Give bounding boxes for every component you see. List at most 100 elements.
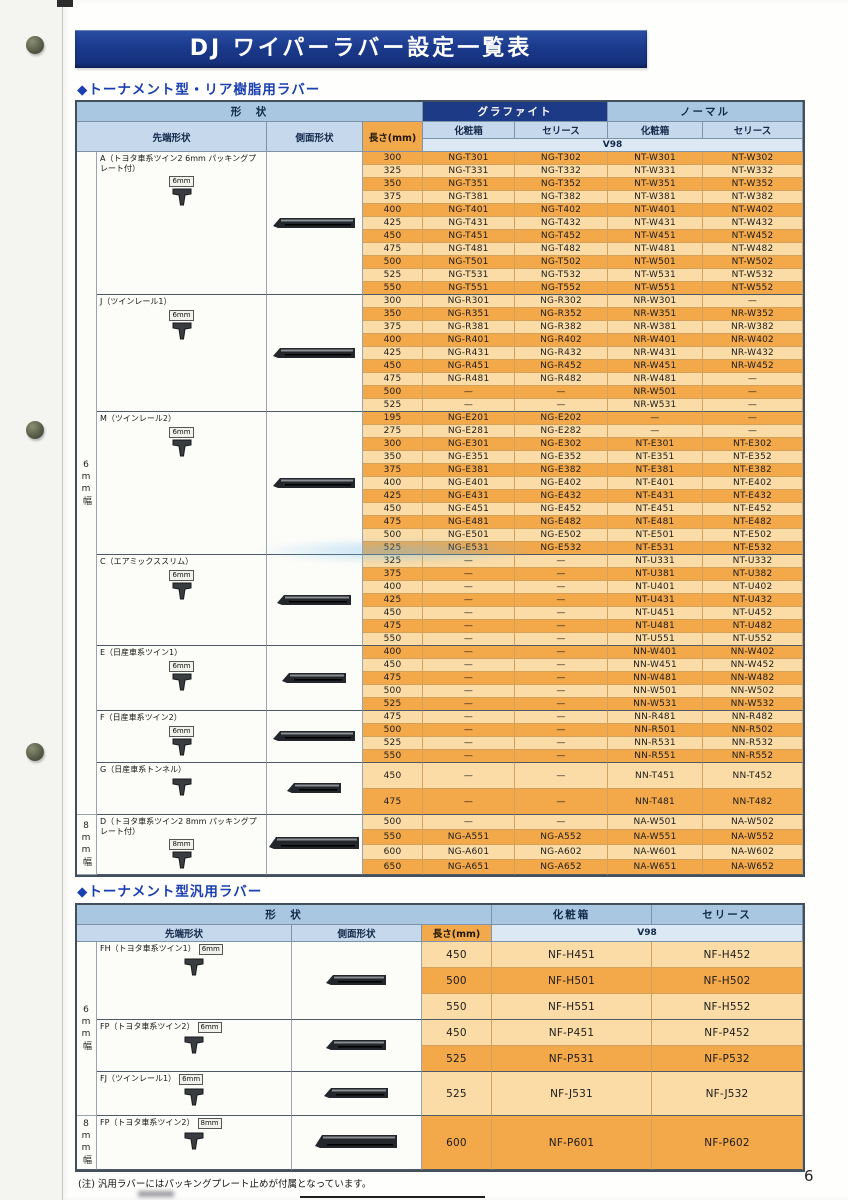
header-row: 形 状 化粧箱 セリース bbox=[77, 905, 803, 925]
part-number: NG-T332 bbox=[515, 165, 608, 178]
part-number: — bbox=[515, 581, 608, 594]
part-number: — bbox=[423, 581, 515, 594]
tip-section-icon bbox=[184, 1036, 204, 1054]
part-number: NG-E302 bbox=[515, 438, 608, 451]
part-number: NG-T482 bbox=[515, 243, 608, 256]
group-label: M（ツインレール2） bbox=[100, 414, 176, 423]
tip-shape-cell: G（日産車系トンネル） bbox=[97, 763, 267, 815]
spec-row: 525 NG-T531 NG-T532 NT-W531 NT-W532 bbox=[77, 269, 803, 282]
part-number: NN-R552 bbox=[703, 750, 803, 763]
part-number: NG-E451 bbox=[423, 503, 515, 516]
spec-row: 550 NF-H551 NF-H552 bbox=[77, 994, 803, 1020]
part-number: NN-W531 bbox=[608, 698, 703, 711]
blade-profile-icon bbox=[268, 837, 359, 849]
part-number: NG-E281 bbox=[423, 425, 515, 438]
spec-row: G（日産車系トンネル） 450— — NN-T451 NN-T452 bbox=[77, 763, 803, 815]
length-value: 300 bbox=[363, 295, 423, 308]
part-number: NN-W401 bbox=[608, 646, 703, 659]
tip-size-label: 6mm bbox=[169, 569, 194, 581]
part-number: — bbox=[703, 425, 803, 438]
part-number: NG-T331 bbox=[423, 165, 515, 178]
side-shape-cell bbox=[292, 1072, 422, 1116]
part-number: NG-R401 bbox=[423, 334, 515, 347]
part-number: NT-W402 bbox=[703, 204, 803, 217]
shape-header: 形 状 bbox=[77, 102, 423, 122]
tip-shape-cell: D（トヨタ車系ツイン2 8mm パッキングプレート付） 8mm bbox=[97, 815, 267, 875]
part-number: NT-E432 bbox=[703, 490, 803, 503]
tip-icon: 6mm bbox=[100, 725, 263, 756]
part-number: NN-W402 bbox=[703, 646, 803, 659]
part-number: NG-R482 bbox=[515, 373, 608, 386]
tip-size-label: 8mm bbox=[169, 839, 194, 850]
part-number: NG-T551 bbox=[423, 282, 515, 295]
spec-row: FJ（ツインレール1） 6mm 525 NF-J531 NF-J532 bbox=[77, 1072, 803, 1116]
normal-header: ノーマル bbox=[608, 102, 803, 122]
part-number: NT-U481 bbox=[608, 620, 703, 633]
length-value: 500 bbox=[363, 386, 423, 399]
length-value: 425 bbox=[363, 490, 423, 503]
binder-hole bbox=[26, 36, 44, 54]
side-shape-cell bbox=[267, 555, 363, 646]
spec-row: 350 NG-T351 NG-T352 NT-W351 NT-W352 bbox=[77, 178, 803, 191]
part-number: NG-R351 bbox=[423, 308, 515, 321]
side-shape-cell bbox=[292, 1116, 422, 1170]
part-number: NT-W451 bbox=[608, 230, 703, 243]
length-value: 475 bbox=[363, 243, 423, 256]
part-number: NT-U401 bbox=[608, 581, 703, 594]
length-value: 350 bbox=[363, 451, 423, 464]
part-number: NG-R432 bbox=[515, 347, 608, 360]
tip-shape-cell: A（トヨタ車系ツイン2 6mm パッキングプレート付） 6mm bbox=[97, 152, 267, 295]
part-number: NG-E532 bbox=[515, 542, 608, 555]
part-number: — bbox=[515, 568, 608, 581]
part-number: NT-E302 bbox=[703, 438, 803, 451]
length-value: 550 bbox=[363, 633, 423, 646]
sales-header: セリース bbox=[703, 122, 803, 139]
part-number: NG-R381 bbox=[423, 321, 515, 334]
part-number: NT-W331 bbox=[608, 165, 703, 178]
length-value: 450 bbox=[363, 230, 423, 243]
binder-hole bbox=[26, 421, 44, 439]
length-value: 450 bbox=[363, 503, 423, 516]
part-number: NG-T432 bbox=[515, 217, 608, 230]
part-number: NT-U482 bbox=[703, 620, 803, 633]
part-number: NG-R431 bbox=[423, 347, 515, 360]
length-value: 195 bbox=[363, 412, 423, 425]
part-number: — bbox=[423, 594, 515, 607]
part-number: NG-R451 bbox=[423, 360, 515, 373]
part-number: — bbox=[423, 568, 515, 581]
spec-row: 450— — NT-U451 NT-U452 bbox=[77, 607, 803, 620]
part-number: NF-P532 bbox=[652, 1046, 803, 1072]
part-number: — bbox=[423, 672, 515, 685]
part-number: NG-E481 bbox=[423, 516, 515, 529]
part-number: NR-W382 bbox=[703, 321, 803, 334]
spec-row: 350 NG-R351 NG-R352 NR-W351 NR-W352 bbox=[77, 308, 803, 321]
width-band-label: 8mm幅 bbox=[77, 1116, 97, 1170]
part-number: NG-E401 bbox=[423, 477, 515, 490]
spec-row: 275 NG-E281 NG-E282— — bbox=[77, 425, 803, 438]
part-number: — bbox=[515, 399, 608, 412]
spec-row: 550— — NT-U551 NT-U552 bbox=[77, 633, 803, 646]
tip-shape-cell: F（日産車系ツイン2） 6mm bbox=[97, 711, 267, 763]
part-number: — bbox=[515, 646, 608, 659]
tip-section-icon bbox=[172, 439, 191, 456]
part-number: NT-U552 bbox=[703, 633, 803, 646]
part-number: NT-E401 bbox=[608, 477, 703, 490]
length-value: 375 bbox=[363, 464, 423, 477]
spec-row: 350 NG-E351 NG-E352 NT-E351 NT-E352 bbox=[77, 451, 803, 464]
part-number: — bbox=[515, 698, 608, 711]
part-number: NR-W531 bbox=[608, 399, 703, 412]
spec-row: 450 NG-R451 NG-R452 NR-W451 NR-W452 bbox=[77, 360, 803, 373]
length-value: 425 bbox=[363, 347, 423, 360]
length-value: 450 bbox=[363, 360, 423, 373]
part-number: NG-T481 bbox=[423, 243, 515, 256]
part-number: NT-W501 bbox=[608, 256, 703, 269]
length-value: 400 bbox=[363, 477, 423, 490]
part-number: NT-W352 bbox=[703, 178, 803, 191]
part-number: — bbox=[515, 724, 608, 737]
spec-row: 650 NG-A651 NG-A652 NA-W651 NA-W652 bbox=[77, 860, 803, 875]
part-number: — bbox=[423, 659, 515, 672]
part-number: NG-E501 bbox=[423, 529, 515, 542]
part-number: NT-W382 bbox=[703, 191, 803, 204]
side-shape-cell bbox=[267, 815, 363, 875]
part-number: NT-W381 bbox=[608, 191, 703, 204]
